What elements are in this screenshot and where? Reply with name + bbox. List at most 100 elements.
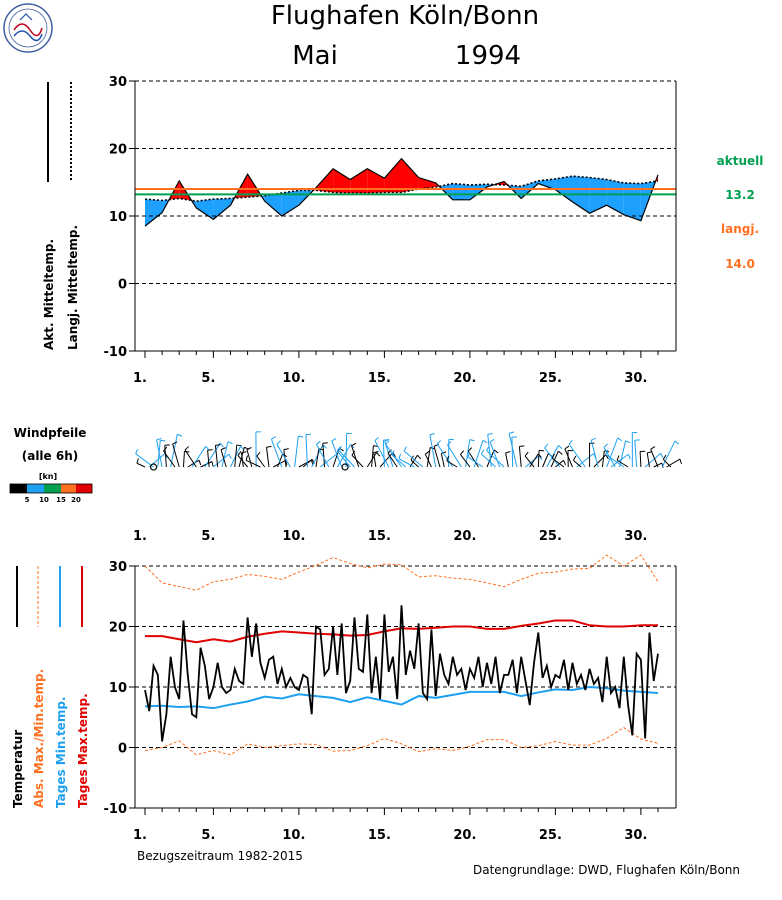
wind-arrow xyxy=(605,454,625,468)
wind-arrow xyxy=(398,458,415,468)
wind-arrow xyxy=(163,450,176,468)
wind-barb xyxy=(467,447,473,452)
footer-datengrundlage: Datengrundlage: DWD, Flughafen Köln/Bonn xyxy=(473,863,740,877)
wind-arrow xyxy=(573,460,582,468)
wind-panel: Windpfeile (alle 6h) [kn] 5 10 15 20 1. 5… xyxy=(9,426,682,544)
wind-arrow xyxy=(241,452,244,468)
wind-barb xyxy=(387,449,392,454)
wind-xtick-label: 30. xyxy=(624,529,647,544)
wind-barb xyxy=(172,441,178,445)
wind-barb xyxy=(163,446,168,452)
wind-barb xyxy=(591,437,597,441)
wind-barb xyxy=(429,432,435,436)
wind-barb xyxy=(486,445,490,451)
side-langj-label: langj. xyxy=(721,222,759,236)
wind-barb xyxy=(505,451,511,454)
wind-barb xyxy=(351,442,357,447)
wind-barb xyxy=(384,438,390,442)
wind-barb xyxy=(650,446,656,450)
p1-ytick-label: 0 xyxy=(118,278,127,293)
wind-arrow xyxy=(182,451,185,468)
wind-arrow xyxy=(135,453,154,468)
wind-arrow xyxy=(379,452,394,468)
wind-barb xyxy=(392,452,396,458)
wind-barb xyxy=(558,450,563,455)
wind-barb xyxy=(572,455,577,461)
wind-arrow xyxy=(447,444,462,468)
wind-arrow xyxy=(170,434,178,468)
wind-barb xyxy=(136,458,139,464)
wind-arrow xyxy=(351,445,360,468)
wind-barb xyxy=(184,446,189,451)
wind-arrow xyxy=(662,458,672,468)
wind-arrow xyxy=(550,450,559,468)
wind-arrow xyxy=(537,450,540,468)
wind-barb xyxy=(236,444,242,447)
wind-barb xyxy=(616,455,620,461)
panel1-lines xyxy=(135,157,676,227)
p3-xtick-label: 30. xyxy=(624,828,647,843)
wind-arrow xyxy=(246,449,253,468)
deviation-segment xyxy=(538,178,556,190)
wind-scale-bar xyxy=(9,483,93,494)
wind-arrow xyxy=(644,452,662,468)
wind-arrow xyxy=(511,437,514,468)
wind-barb xyxy=(674,440,680,445)
wind-barb xyxy=(220,447,226,451)
wind-arrow xyxy=(204,442,221,468)
wind-barb xyxy=(283,448,289,451)
wind-barb xyxy=(316,440,321,445)
wind-arrow xyxy=(391,454,407,468)
deviation-segment xyxy=(213,198,231,220)
panel1-grid xyxy=(135,80,676,284)
wind-barb xyxy=(489,438,495,443)
p3-ytick-label: 10 xyxy=(109,681,127,696)
wind-barb xyxy=(551,453,555,459)
calm-marker xyxy=(149,463,158,471)
wind-arrow xyxy=(661,440,676,468)
wind-arrow xyxy=(440,453,445,468)
p1-xtick-label: 25. xyxy=(539,371,562,386)
wind-barb xyxy=(467,452,471,458)
temperature-panel: 30 20 10 0 -10 1. 5. 10. 15. 20. 25. 30. Temperatur… xyxy=(11,554,740,877)
p3-ytick-label: 0 xyxy=(118,742,127,757)
wind-barb xyxy=(338,445,342,451)
p3-xtick-label: 1. xyxy=(133,828,147,843)
wind-barb xyxy=(177,433,183,437)
wind-arrow xyxy=(382,440,385,468)
wind-arrow xyxy=(156,439,163,468)
wind-barb xyxy=(246,447,252,450)
p1-xtick-label: 5. xyxy=(201,371,215,386)
wind-arrow xyxy=(305,434,308,468)
min-temp-line xyxy=(144,685,659,710)
chart-title: Flughafen Köln/Bonn xyxy=(271,1,539,31)
wind-arrow xyxy=(487,434,492,468)
wind-xtick-label: 20. xyxy=(453,529,476,544)
wind-arrow xyxy=(544,447,561,468)
wind-barb xyxy=(544,443,549,449)
wind-arrow xyxy=(273,460,286,468)
wind-arrow xyxy=(486,450,505,468)
wind-arrow xyxy=(446,460,458,468)
wind-barb xyxy=(207,449,213,451)
wind-arrow xyxy=(245,459,261,468)
wind-arrow xyxy=(576,453,595,468)
wind-arrow xyxy=(524,455,535,468)
wind-arrow xyxy=(136,462,146,468)
wind-scale-5: 5 xyxy=(25,496,30,504)
deviation-segment xyxy=(418,177,436,189)
calm-marker xyxy=(341,463,349,471)
wind-arrow xyxy=(387,453,398,468)
wind-arrow xyxy=(403,450,424,468)
wind-arrow xyxy=(172,443,180,468)
mean-temperature-panel: 30 20 10 0 -10 1. 5. 10. 15. 20. 25. 30. Akt. Mitte… xyxy=(42,75,763,386)
p3-ytick-label: 20 xyxy=(109,621,127,636)
wind-arrow xyxy=(551,458,565,468)
wind-arrow xyxy=(467,450,479,468)
wind-barb xyxy=(403,446,407,452)
max-temp-line xyxy=(145,619,658,644)
panel3-lines xyxy=(144,554,659,756)
wind-arrow xyxy=(653,462,663,468)
wind-arrow xyxy=(467,456,484,468)
wind-arrow xyxy=(433,446,441,468)
